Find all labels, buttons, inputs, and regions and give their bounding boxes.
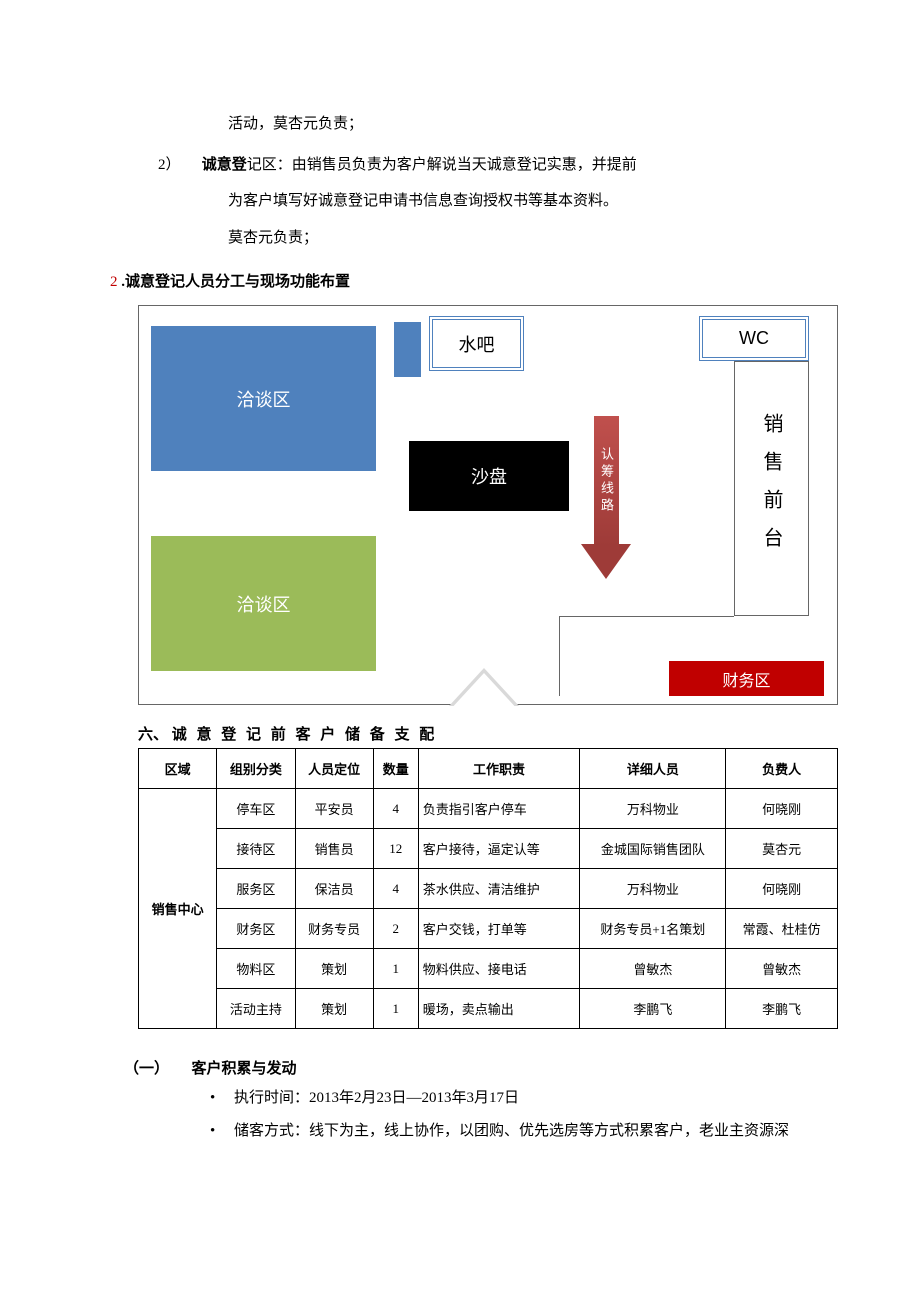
section-number: 2 — [110, 274, 118, 290]
table-cell: 策划 — [295, 989, 373, 1029]
h6-title: 诚 意 登 记 前 客 户 储 备 支 配 — [172, 727, 438, 743]
table-cell: 12 — [373, 829, 418, 869]
table-cell: 常霞、杜桂仿 — [726, 909, 838, 949]
arrow-head-icon — [581, 544, 631, 579]
bullet-icon: • — [210, 1084, 234, 1113]
table-row: 物料区策划1物料供应、接电话曾敏杰曾敏杰 — [139, 949, 838, 989]
table-cell: 万科物业 — [580, 789, 726, 829]
table-header-cell: 负费人 — [726, 749, 838, 789]
table-cell: 策划 — [295, 949, 373, 989]
arrow-label: 认筹线路 — [594, 416, 619, 546]
bullet-1: •执行时间：2013年2月23日—2013年3月17日 — [210, 1084, 810, 1113]
bullet-text: 储客方式：线下为主，线上协作，以团购、优先选房等方式积累客户，老业主资源深 — [234, 1123, 789, 1139]
table-body: 销售中心停车区平安员4负责指引客户停车万科物业何晓刚接待区销售员12客户接待，逼… — [139, 789, 838, 1029]
flow-arrow: 认筹线路 — [584, 416, 629, 586]
table-cell: 物料区 — [217, 949, 295, 989]
bar-block — [394, 322, 421, 377]
zone-wc: WC — [699, 316, 809, 361]
section-6-heading: 六、 诚 意 登 记 前 客 户 储 备 支 配 — [138, 723, 810, 744]
table-row: 活动主持策划1暖场，卖点输出李鹏飞李鹏飞 — [139, 989, 838, 1029]
table-cell: 负责指引客户停车 — [418, 789, 580, 829]
table-cell: 暖场，卖点输出 — [418, 989, 580, 1029]
table-cell: 服务区 — [217, 869, 295, 909]
item-text: 记区：由销售员负责为客户解说当天诚意登记实惠，并提前 — [247, 157, 637, 173]
table-header-cell: 数量 — [373, 749, 418, 789]
table-cell: 曾敏杰 — [580, 949, 726, 989]
divider-v — [559, 616, 560, 696]
table-row: 接待区销售员12客户接待，逼定认等金城国际销售团队莫杏元 — [139, 829, 838, 869]
table-header-row: 区域组别分类人员定位数量工作职责详细人员负费人 — [139, 749, 838, 789]
table-cell: 曾敏杰 — [726, 949, 838, 989]
subsection-1-heading: （一） 客户积累与发动 — [124, 1057, 810, 1078]
zone-finance: 财务区 — [669, 661, 824, 696]
table-cell: 接待区 — [217, 829, 295, 869]
table-cell: 莫杏元 — [726, 829, 838, 869]
bullet-icon: • — [210, 1117, 234, 1146]
table-cell: 何晓刚 — [726, 789, 838, 829]
section-2-heading: 2 .诚意登记人员分工与现场功能布置 — [110, 270, 810, 291]
para-activity: 活动，莫杏元负责； — [228, 110, 810, 139]
bullet-2: •储客方式：线下为主，线上协作，以团购、优先选房等方式积累客户，老业主资源深 — [210, 1117, 810, 1146]
table-cell: 金城国际销售团队 — [580, 829, 726, 869]
item-label-bold: 诚意登 — [202, 157, 247, 173]
table-cell: 物料供应、接电话 — [418, 949, 580, 989]
entry-arrow-icon — [449, 668, 519, 706]
table-header-cell: 工作职责 — [418, 749, 580, 789]
table-header-cell: 人员定位 — [295, 749, 373, 789]
divider-h — [559, 616, 734, 617]
h6-number: 六、 — [138, 727, 168, 743]
zone-sand-table: 沙盘 — [409, 441, 569, 511]
table-cell: 万科物业 — [580, 869, 726, 909]
table-cell: 1 — [373, 949, 418, 989]
staff-allocation-table: 区域组别分类人员定位数量工作职责详细人员负费人 销售中心停车区平安员4负责指引客… — [138, 748, 838, 1029]
table-row: 销售中心停车区平安员4负责指引客户停车万科物业何晓刚 — [139, 789, 838, 829]
zone-water-bar: 水吧 — [429, 316, 524, 371]
zone-front-desk: 销售前台 — [734, 361, 809, 616]
table-cell: 财务专员 — [295, 909, 373, 949]
zone-negotiation-2: 洽谈区 — [151, 536, 376, 671]
table-cell: 客户接待，逼定认等 — [418, 829, 580, 869]
table-header-cell: 详细人员 — [580, 749, 726, 789]
table-cell: 2 — [373, 909, 418, 949]
table-cell: 1 — [373, 989, 418, 1029]
table-row: 服务区保洁员4茶水供应、清洁维护万科物业何晓刚 — [139, 869, 838, 909]
table-header-cell: 组别分类 — [217, 749, 295, 789]
table-cell: 4 — [373, 869, 418, 909]
table-header-cell: 区域 — [139, 749, 217, 789]
table-cell: 李鹏飞 — [580, 989, 726, 1029]
table-cell: 财务专员+1名策划 — [580, 909, 726, 949]
floor-plan-diagram: 洽谈区 水吧 沙盘 洽谈区 WC 销售前台 财务区 认筹线路 — [138, 305, 838, 705]
zone-negotiation-1: 洽谈区 — [151, 326, 376, 471]
table-cell: 活动主持 — [217, 989, 295, 1029]
section-title: .诚意登记人员分工与现场功能布置 — [118, 274, 351, 290]
bullet-text: 执行时间：2013年2月23日—2013年3月17日 — [234, 1090, 519, 1106]
table-cell: 财务区 — [217, 909, 295, 949]
table-cell: 4 — [373, 789, 418, 829]
table-cell: 销售员 — [295, 829, 373, 869]
item2-sub2: 莫杏元负责； — [228, 224, 810, 253]
area-cell: 销售中心 — [139, 789, 217, 1029]
item2-sub1: 为客户填写好诚意登记申请书信息查询授权书等基本资料。 — [228, 187, 810, 216]
table-cell: 何晓刚 — [726, 869, 838, 909]
item-number: 2） — [158, 151, 198, 180]
table-cell: 停车区 — [217, 789, 295, 829]
table-cell: 李鹏飞 — [726, 989, 838, 1029]
table-cell: 保洁员 — [295, 869, 373, 909]
table-cell: 平安员 — [295, 789, 373, 829]
list-item-2: 2） 诚意登记区：由销售员负责为客户解说当天诚意登记实惠，并提前 — [158, 151, 810, 180]
table-cell: 客户交钱，打单等 — [418, 909, 580, 949]
table-cell: 茶水供应、清洁维护 — [418, 869, 580, 909]
table-row: 财务区财务专员2客户交钱，打单等财务专员+1名策划常霞、杜桂仿 — [139, 909, 838, 949]
